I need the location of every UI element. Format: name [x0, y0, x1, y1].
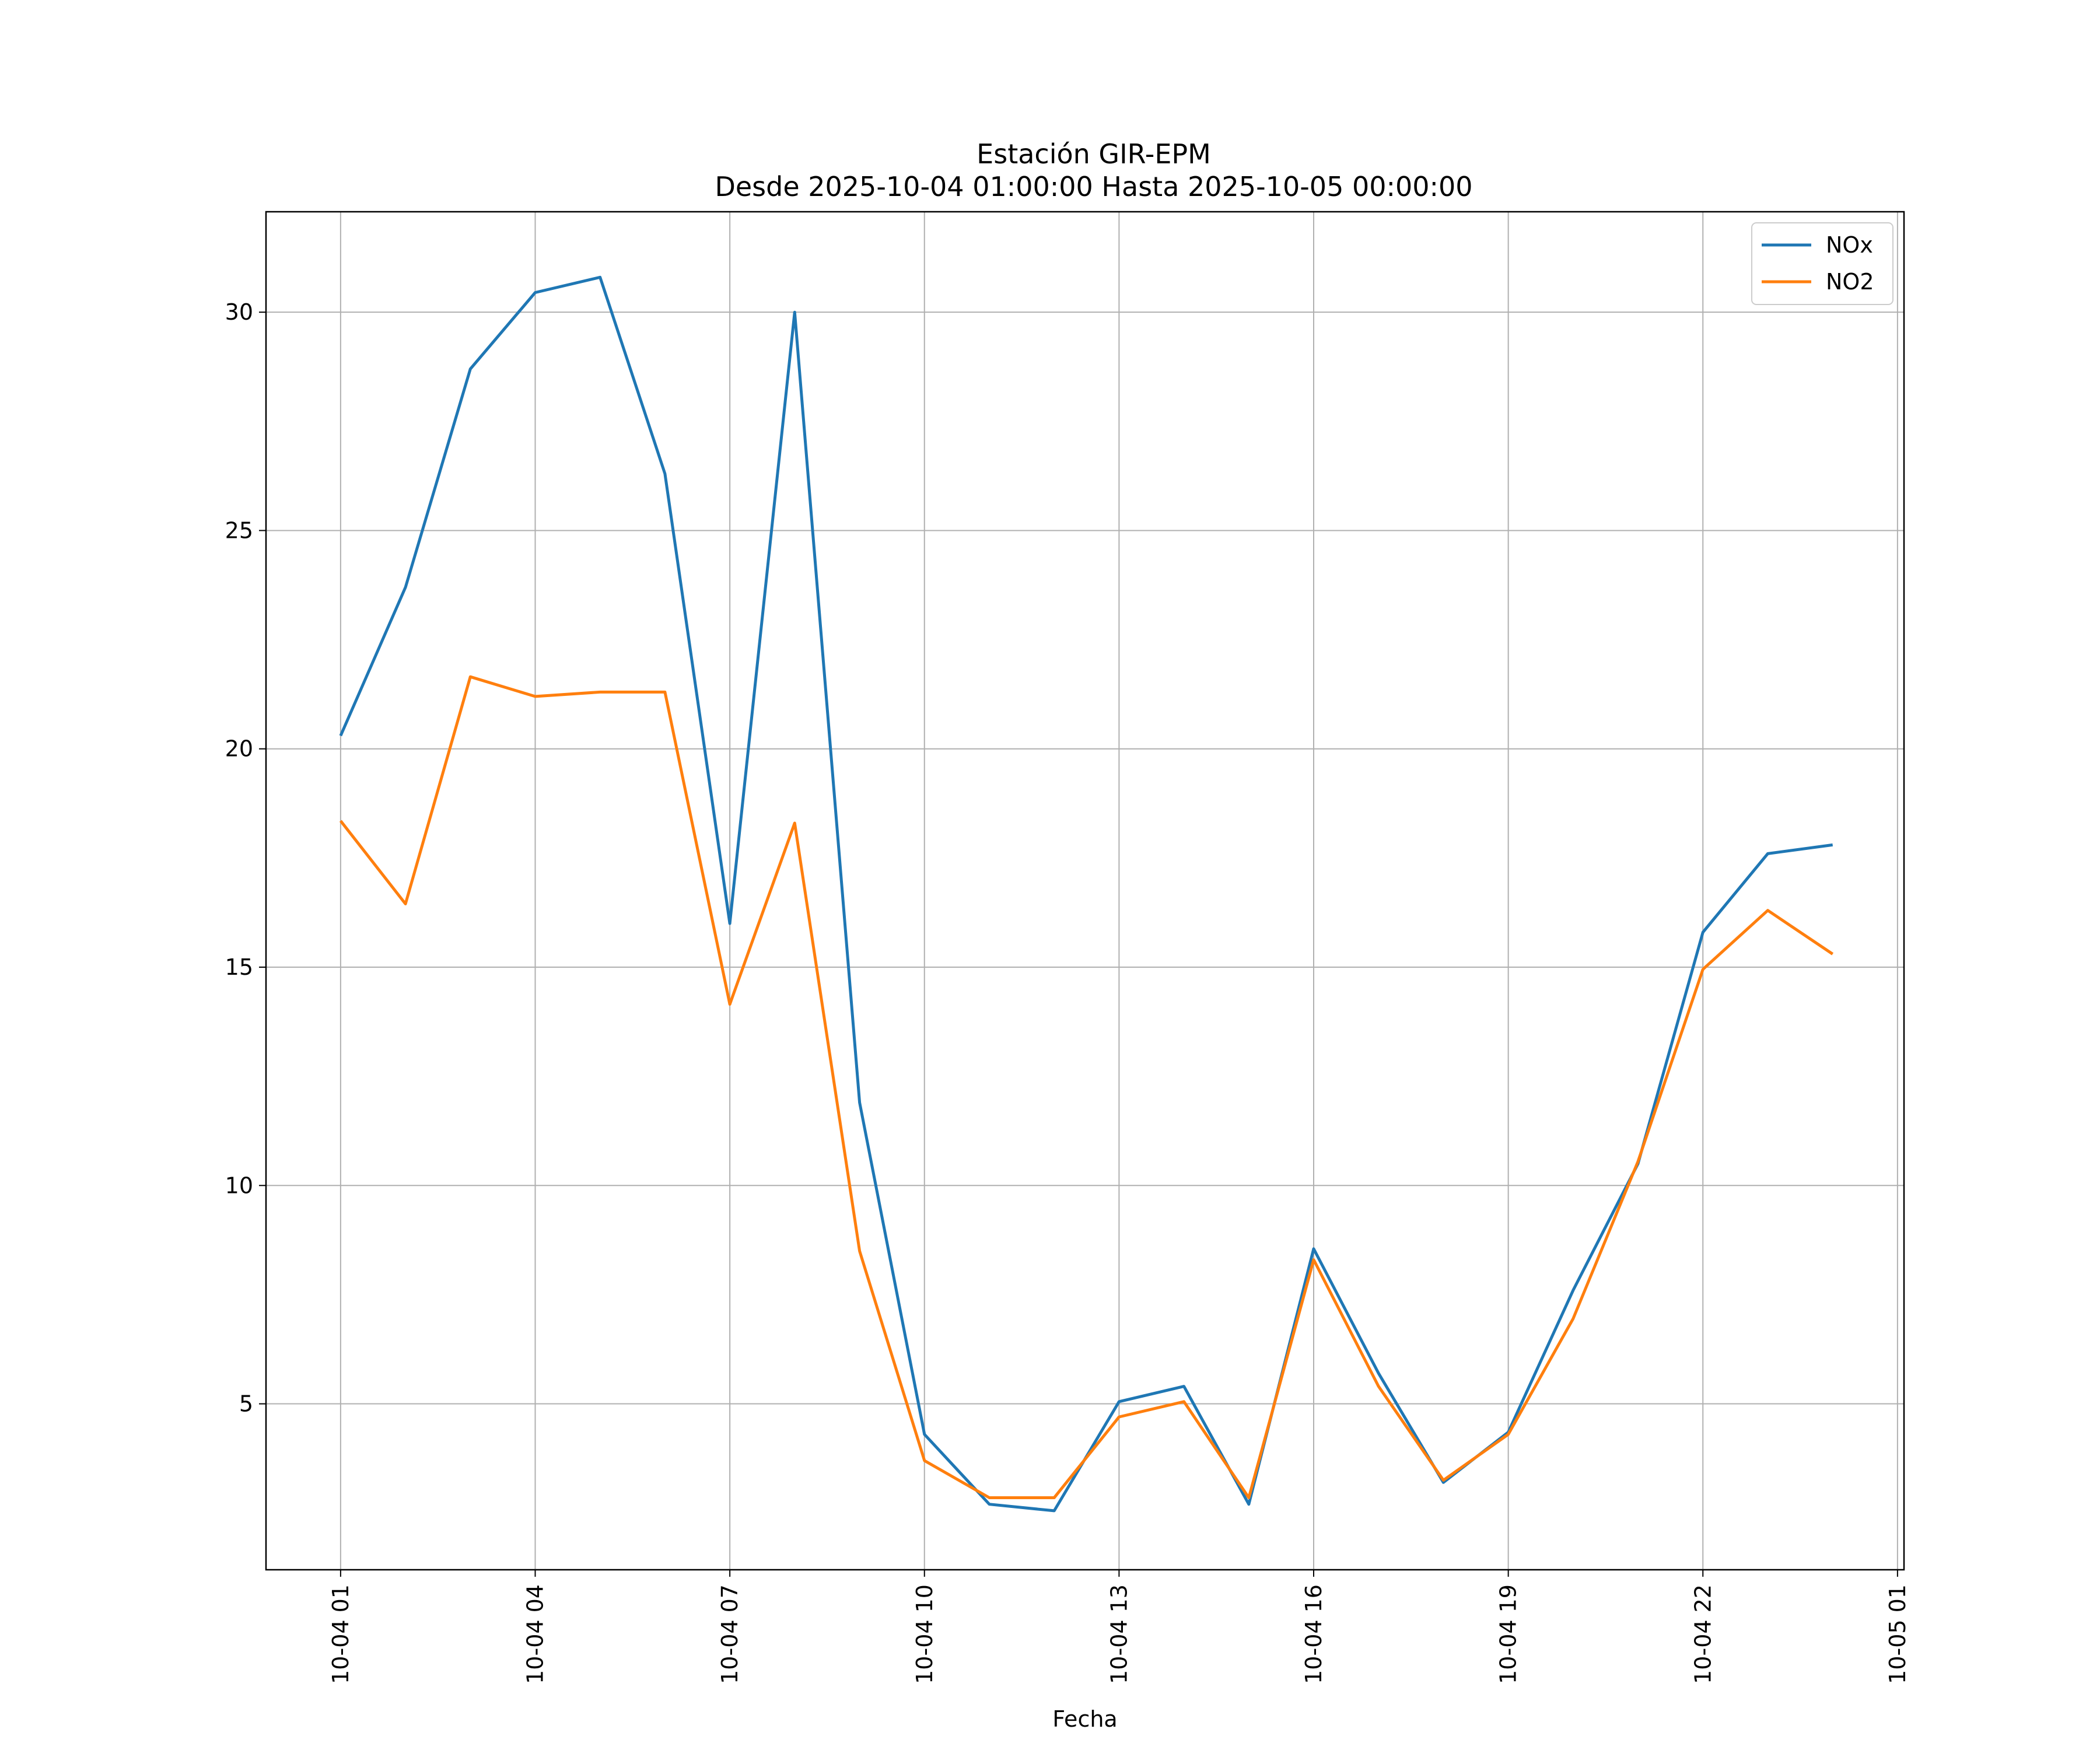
legend-label-nox: NOx [1826, 232, 1873, 258]
legend-label-no2: NO2 [1826, 269, 1874, 295]
x-tick-label: 10-04 01 [328, 1584, 354, 1684]
y-tick-label: 5 [239, 1391, 253, 1417]
x-tick-label: 10-04 13 [1106, 1584, 1132, 1684]
x-tick-label: 10-04 19 [1496, 1584, 1521, 1684]
x-tick-label: 10-04 22 [1690, 1584, 1716, 1684]
x-tick-label: 10-04 07 [717, 1584, 743, 1684]
x-tick-label: 10-04 16 [1301, 1584, 1326, 1684]
y-tick-label: 30 [225, 299, 253, 325]
plot-area-frame [265, 211, 1905, 1571]
x-tick-label: 10-04 04 [523, 1584, 548, 1684]
x-axis: 10-04 01 10-04 04 10-04 07 10-04 10 10-04 13… [328, 1570, 1910, 1684]
chart-subtitle: Desde 2025-10-04 01:00:00 Hasta 2025-10-… [715, 171, 1472, 202]
y-tick-label: 20 [225, 736, 253, 762]
legend: NOx NO2 [1751, 222, 1894, 305]
grid [266, 212, 1904, 1570]
y-tick-label: 10 [225, 1172, 253, 1198]
y-axis: 5 10 15 20 25 30 [225, 299, 266, 1417]
y-tick-label: 15 [225, 954, 253, 980]
y-tick-label: 25 [225, 517, 253, 543]
legend-box [1751, 222, 1894, 305]
x-tick-label: 10-05 01 [1885, 1584, 1910, 1684]
x-axis-label: Fecha [1052, 1706, 1117, 1732]
series-line-no2 [339, 675, 1834, 1499]
x-tick-label: 10-04 10 [912, 1584, 937, 1684]
series-lines [339, 275, 1834, 1513]
chart-title: Estación GIR-EPM [977, 138, 1211, 170]
